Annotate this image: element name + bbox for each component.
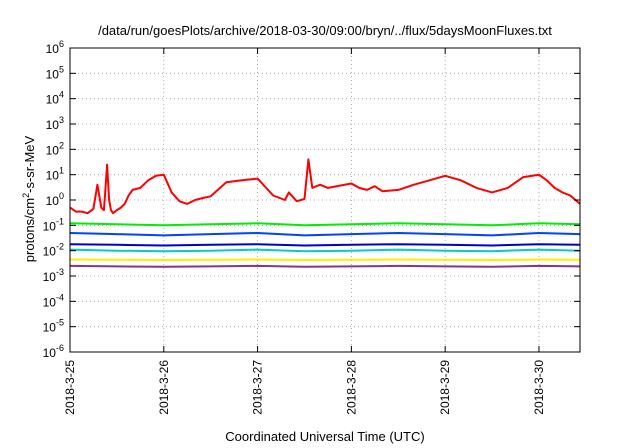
y-tick-base: 10 (43, 346, 57, 360)
y-tick-label: 101 (46, 166, 64, 183)
y-tick-base: 10 (46, 143, 60, 157)
series-line (69, 158, 581, 215)
y-tick-base: 10 (43, 219, 57, 233)
y-tick-exponent: -2 (56, 242, 64, 252)
y-tick-exponent: -5 (56, 318, 64, 328)
x-tick-label: 2018-3-29 (438, 360, 452, 415)
y-tick-base: 10 (46, 118, 60, 132)
x-axis-label: Coordinated Universal Time (UTC) (225, 429, 424, 444)
plot-frame (69, 47, 581, 353)
y-tick-exponent: -6 (56, 343, 64, 353)
y-tick-base: 10 (43, 321, 57, 335)
y-axis-label: protons/cm2-s-sr-MeV (21, 135, 37, 262)
x-tick-label: 2018-3-27 (251, 360, 265, 415)
y-tick-label: 103 (46, 115, 64, 132)
labels-layer: /data/run/goesPlots/archive/2018-03-30/0… (21, 23, 552, 444)
series-line (69, 248, 581, 253)
y-tick-label: 100 (46, 191, 64, 208)
y-tick-label: 106 (46, 39, 64, 56)
y-tick-label: 10-2 (43, 242, 64, 259)
y-tick-base: 10 (46, 194, 60, 208)
y-tick-exponent: 2 (59, 140, 64, 150)
y-tick-exponent: 4 (59, 90, 64, 100)
x-tick-label: 2018-3-30 (532, 360, 546, 415)
y-tick-label: 10-4 (43, 292, 64, 309)
y-tick-label: 10-1 (43, 216, 64, 233)
x-tick-label: 2018-3-28 (344, 360, 358, 415)
y-tick-base: 10 (46, 67, 60, 81)
y-axis-label-sup: 2 (21, 193, 31, 198)
series-layer (69, 158, 581, 268)
y-tick-exponent: 0 (59, 191, 64, 201)
y-axis-label-prefix: protons/cm (22, 198, 37, 262)
y-tick-label: 105 (46, 64, 64, 81)
y-tick-exponent: 6 (59, 39, 64, 49)
axes-layer: 10-610-510-410-310-210-11001011021031041… (43, 39, 581, 415)
x-tick-label: 2018-3-25 (63, 360, 77, 415)
chart-title: /data/run/goesPlots/archive/2018-03-30/0… (98, 23, 552, 38)
y-tick-label: 10-6 (43, 343, 64, 360)
y-tick-exponent: -1 (56, 216, 64, 226)
y-tick-exponent: 5 (59, 64, 64, 74)
y-tick-exponent: -3 (56, 267, 64, 277)
y-tick-exponent: 3 (59, 115, 64, 125)
y-tick-label: 104 (46, 90, 64, 107)
series-line (69, 222, 581, 227)
y-tick-label: 102 (46, 140, 64, 157)
y-tick-base: 10 (43, 245, 57, 259)
y-tick-base: 10 (46, 42, 60, 56)
grid-layer (70, 48, 580, 352)
y-tick-base: 10 (46, 169, 60, 183)
series-line (69, 258, 581, 261)
x-tick-label: 2018-3-26 (157, 360, 171, 415)
y-axis-label-suffix: -s-sr-MeV (22, 135, 37, 192)
y-tick-label: 10-5 (43, 318, 64, 335)
series-line (69, 232, 581, 237)
series-line (69, 243, 581, 247)
y-tick-base: 10 (43, 270, 57, 284)
y-tick-label: 10-3 (43, 267, 64, 284)
y-tick-exponent: 1 (59, 166, 64, 176)
y-tick-exponent: -4 (56, 292, 64, 302)
y-tick-base: 10 (43, 295, 57, 309)
series-line (69, 264, 581, 268)
y-tick-base: 10 (46, 93, 60, 107)
